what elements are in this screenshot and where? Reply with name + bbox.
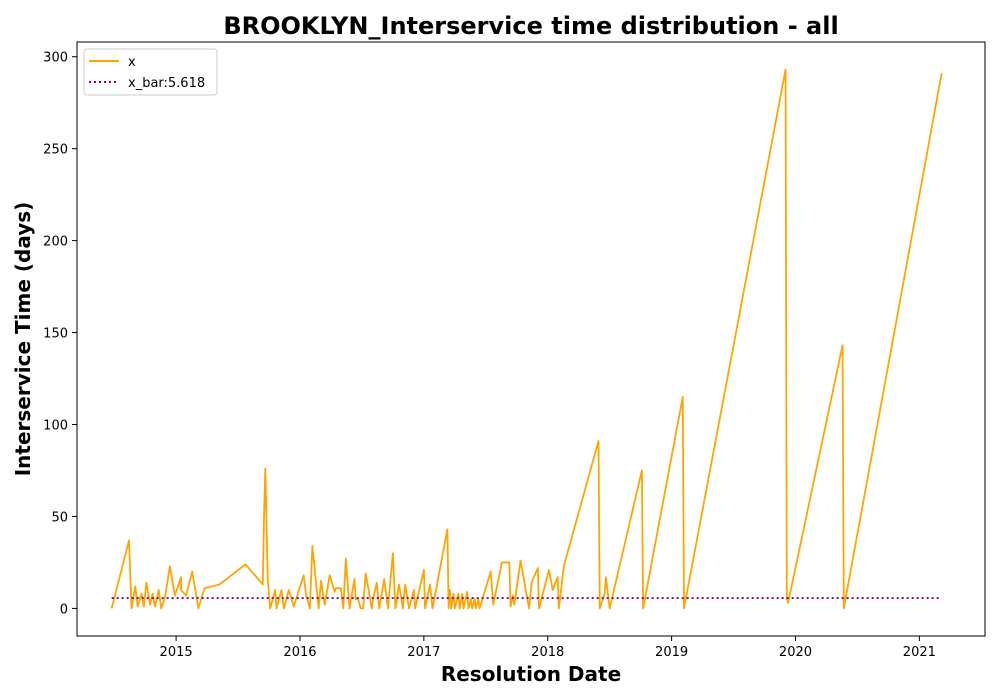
legend-label-x-bar: x_bar:5.618 <box>128 76 205 91</box>
y-tick-label: 0 <box>60 602 68 617</box>
x-tick-label: 2017 <box>407 645 440 660</box>
x-tick-label: 2018 <box>531 645 564 660</box>
series-line-x <box>110 68 943 610</box>
x-tick-label: 2019 <box>655 645 688 660</box>
x-tick-label: 2020 <box>779 645 812 660</box>
y-tick-label: 300 <box>43 51 68 66</box>
y-tick-label: 250 <box>43 143 68 158</box>
legend-label-x: x <box>128 55 136 70</box>
y-tick-label: 50 <box>51 510 68 525</box>
x-axis-label: Resolution Date <box>441 662 621 686</box>
x-tick-label: 2016 <box>283 645 316 660</box>
chart-title: BROOKLYN_Interservice time distribution … <box>223 12 838 40</box>
y-axis-label: Interservice Time (days) <box>11 202 35 477</box>
series-layer <box>110 68 943 610</box>
x-axis: 2015 2016 2017 2018 2019 2020 2021 <box>160 636 936 660</box>
y-tick-label: 150 <box>43 327 68 342</box>
y-tick-label: 200 <box>43 235 68 250</box>
legend: x x_bar:5.618 <box>83 48 218 96</box>
x-tick-label: 2015 <box>160 645 193 660</box>
plot-frame <box>76 41 986 637</box>
plot-area <box>76 41 986 637</box>
y-axis: 0 50 100 150 200 250 300 <box>43 51 77 617</box>
y-tick-label: 100 <box>43 419 68 434</box>
x-tick-label: 2021 <box>903 645 936 660</box>
